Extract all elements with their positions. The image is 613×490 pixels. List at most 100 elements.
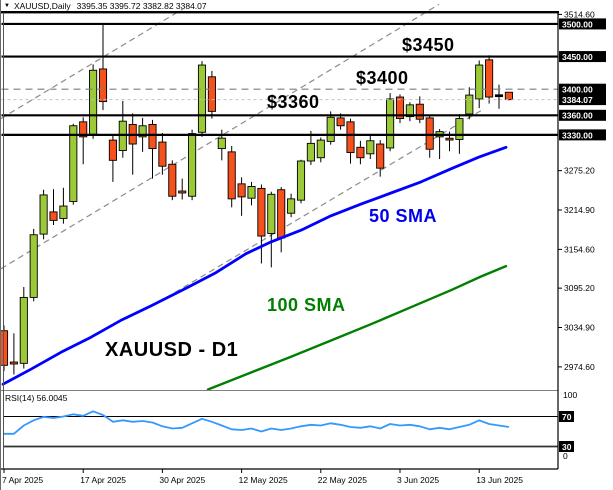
- candle-body: [138, 125, 147, 138]
- candle-body: [19, 296, 28, 364]
- candlestick: [49, 189, 58, 225]
- candlestick: [316, 137, 325, 163]
- candlestick: [237, 177, 246, 216]
- price-level-badge-label: 3384.07: [562, 95, 593, 105]
- candle-body: [148, 123, 157, 150]
- candlestick: [366, 134, 375, 160]
- trendline-dashed[interactable]: [1, 8, 184, 120]
- price-level-badge-label: 3450.00: [562, 52, 593, 62]
- time-axis-label: 13 Jun 2025: [476, 475, 523, 485]
- rsi-level-badge-label: 70: [562, 412, 572, 422]
- candle-body: [316, 139, 325, 159]
- rsi-level-badge: [559, 411, 574, 422]
- price-axis-label: 3095.20: [564, 283, 595, 293]
- rsi-indicator-label: RSI(14) 56.0045: [5, 393, 68, 403]
- price-axis-label: 3514.60: [564, 9, 595, 19]
- candlestick: [247, 181, 256, 206]
- candle-body: [9, 361, 18, 365]
- chart-annotation: $3360: [267, 92, 320, 112]
- candlestick: [267, 191, 276, 268]
- candlestick: [29, 228, 38, 302]
- candle-body: [39, 194, 48, 235]
- sma-100-line: [206, 264, 508, 391]
- candle-body: [257, 187, 266, 237]
- price-axis-label: 3034.90: [564, 323, 595, 333]
- candle-body: [366, 140, 375, 155]
- candle-body: [465, 94, 474, 115]
- candlestick: [356, 140, 365, 165]
- candle-body: [445, 137, 454, 141]
- candlestick: [227, 145, 236, 208]
- price-level-badge: [559, 94, 606, 106]
- candle-body: [425, 117, 434, 150]
- candlestick: [168, 160, 177, 201]
- time-axis-label: 3 Jun 2025: [397, 475, 439, 485]
- candlestick: [197, 61, 207, 137]
- candle-body: [504, 91, 513, 101]
- candle-body: [356, 146, 365, 159]
- candlestick: [188, 129, 197, 201]
- candlestick: [306, 130, 315, 165]
- chart-annotation: $3450: [402, 35, 455, 55]
- candle-body: [59, 205, 68, 219]
- candle-body: [188, 133, 197, 197]
- candlestick: [395, 94, 405, 124]
- price-level-badge: [559, 83, 606, 95]
- candle-body: [207, 76, 216, 112]
- candlestick: [178, 178, 187, 200]
- candle-body: [197, 64, 207, 133]
- candle-body: [49, 211, 58, 221]
- candlestick: [346, 118, 355, 164]
- candle-body: [247, 186, 256, 199]
- chart-annotation: 50 SMA: [369, 206, 437, 226]
- candlestick: [425, 115, 434, 158]
- candlestick: [475, 60, 484, 109]
- price-level-badge: [559, 109, 606, 121]
- candle-body: [89, 69, 98, 135]
- time-axis-label: 7 Apr 2025: [2, 475, 43, 485]
- collapse-triangle-icon[interactable]: ▼: [4, 2, 10, 9]
- candle-body: [386, 98, 395, 149]
- price-level-badge: [559, 51, 606, 63]
- time-axis-label: 22 May 2025: [318, 475, 367, 485]
- rsi-level-badge: [559, 441, 574, 452]
- price-level-badge-label: 3500.00: [562, 19, 593, 29]
- trendline-dashed[interactable]: [1, 3, 440, 270]
- candlestick: [405, 102, 414, 122]
- candle-body: [326, 116, 335, 142]
- candle-body: [158, 141, 167, 167]
- candle-body: [296, 160, 306, 201]
- candle-body: [494, 94, 504, 98]
- candlestick: [257, 184, 266, 264]
- candlestick: [415, 96, 424, 124]
- candle-body: [336, 117, 345, 127]
- candle-body: [475, 64, 484, 100]
- candle-body: [267, 193, 276, 234]
- candle-body: [98, 68, 108, 103]
- candle-body: [485, 59, 494, 98]
- candle-body: [306, 142, 315, 162]
- candlestick: [287, 193, 296, 218]
- price-level-badge-label: 3400.00: [562, 85, 593, 95]
- candle-body: [79, 121, 88, 138]
- sma-50-line: [1, 145, 508, 386]
- rsi-axis-label: 0: [563, 451, 568, 461]
- candlestick: [1, 325, 9, 372]
- candlestick: [89, 64, 98, 139]
- candle-body: [1, 330, 9, 366]
- candle-body: [405, 104, 414, 118]
- rsi-line: [4, 410, 510, 435]
- candlestick: [39, 189, 48, 240]
- time-axis-label: 12 May 2025: [239, 475, 288, 485]
- candle-body: [168, 163, 177, 197]
- candlestick: [9, 333, 18, 375]
- candle-body: [415, 103, 424, 120]
- candle-body: [277, 189, 286, 239]
- price-level-badge: [559, 129, 606, 141]
- rsi-level-badge-label: 30: [562, 442, 572, 452]
- candle-body: [29, 234, 38, 298]
- candlestick: [98, 23, 108, 111]
- candlestick: [148, 119, 157, 179]
